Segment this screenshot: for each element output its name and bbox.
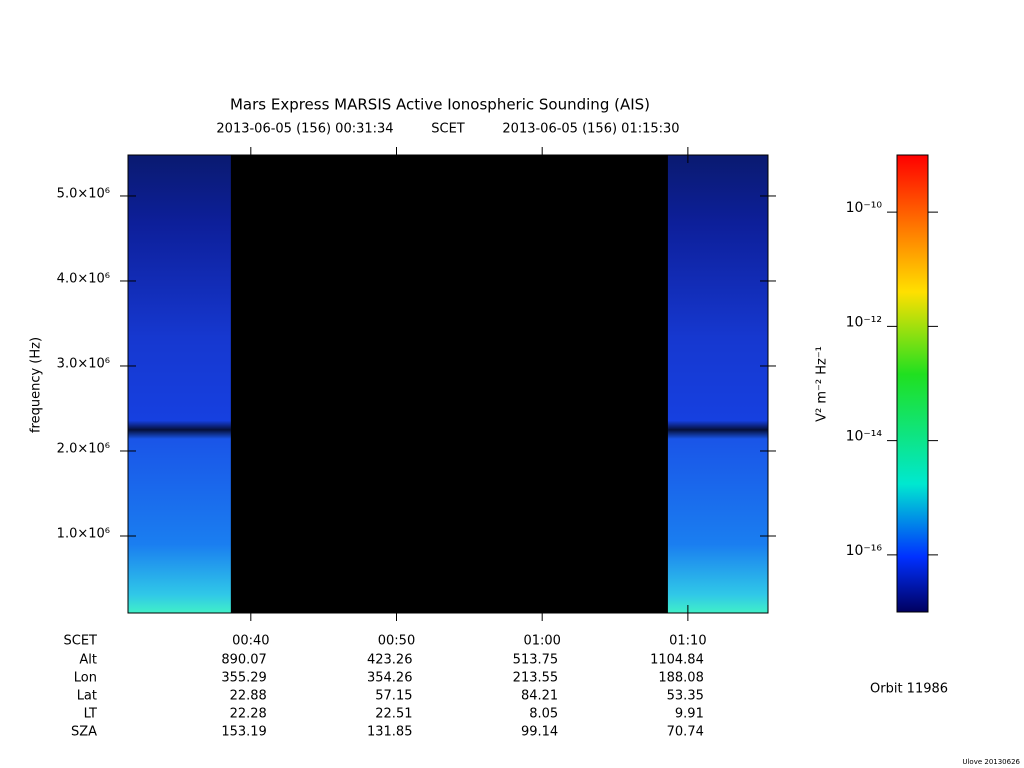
spectrogram-segment — [667, 155, 768, 613]
ephemeris-value: 22.28 — [230, 707, 267, 722]
subtitle-end: 2013-06-05 (156) 01:15:30 — [502, 122, 679, 137]
ephemeris-value: 9.91 — [675, 707, 704, 722]
ephemeris-value: 57.15 — [375, 689, 412, 704]
chart-title: Mars Express MARSIS Active Ionospheric S… — [230, 96, 650, 114]
ephemeris-value: 99.14 — [521, 725, 558, 740]
ephemeris-label: Lon — [74, 671, 97, 686]
orbit-label: Orbit 11986 — [870, 682, 948, 697]
ephemeris-value: 22.88 — [230, 689, 267, 704]
y-tick-label: 1.0×10⁶ — [57, 526, 110, 541]
spectrogram-segment — [128, 155, 231, 613]
ephemeris-value: 22.51 — [375, 707, 412, 722]
x-tick-label: 00:40 — [232, 634, 269, 649]
ephemeris-label: SZA — [71, 725, 97, 740]
x-tick-label: 00:50 — [378, 634, 415, 649]
colorbar-tick-label: 10⁻¹⁶ — [846, 543, 883, 559]
ephemeris-label: SCET — [64, 634, 98, 649]
y-tick-label: 3.0×10⁶ — [57, 356, 110, 371]
ephemeris-value: 131.85 — [367, 725, 413, 740]
plot-background — [128, 155, 768, 613]
ephemeris-value: 70.74 — [667, 725, 704, 740]
ephemeris-value: 153.19 — [221, 725, 267, 740]
ephemeris-value: 890.07 — [221, 653, 267, 668]
y-tick-label: 5.0×10⁶ — [57, 186, 110, 201]
ephemeris-label: Alt — [79, 653, 97, 668]
ephemeris-value: 8.05 — [529, 707, 558, 722]
subtitle-start: 2013-06-05 (156) 00:31:34 — [216, 122, 393, 137]
colorbar-tick-label: 10⁻¹² — [846, 314, 882, 330]
colorbar-label: V² m⁻² Hz⁻¹ — [815, 346, 830, 422]
y-axis-label: frequency (Hz) — [29, 337, 44, 433]
ephemeris-value: 423.26 — [367, 653, 413, 668]
ephemeris-value: 53.35 — [667, 689, 704, 704]
colorbar — [896, 154, 929, 613]
ephemeris-value: 354.26 — [367, 671, 413, 686]
colorbar-tick-label: 10⁻¹⁰ — [846, 200, 883, 216]
ephemeris-value: 1104.84 — [650, 653, 704, 668]
subtitle-mid: SCET — [431, 122, 465, 137]
plot-frame — [127, 154, 769, 614]
x-tick-label: 01:10 — [669, 634, 706, 649]
ephemeris-value: 513.75 — [513, 653, 559, 668]
x-tick-label: 01:00 — [523, 634, 560, 649]
ephemeris-value: 355.29 — [221, 671, 267, 686]
ephemeris-label: LT — [84, 707, 97, 722]
y-tick-label: 2.0×10⁶ — [57, 441, 110, 456]
colorbar-tick-label: 10⁻¹⁴ — [846, 429, 883, 445]
ephemeris-value: 213.55 — [513, 671, 559, 686]
ephemeris-label: Lat — [77, 689, 97, 704]
ephemeris-value: 84.21 — [521, 689, 558, 704]
footer: Ulove 20130626 — [962, 758, 1020, 766]
ephemeris-value: 188.08 — [658, 671, 704, 686]
y-tick-label: 4.0×10⁶ — [57, 271, 110, 286]
